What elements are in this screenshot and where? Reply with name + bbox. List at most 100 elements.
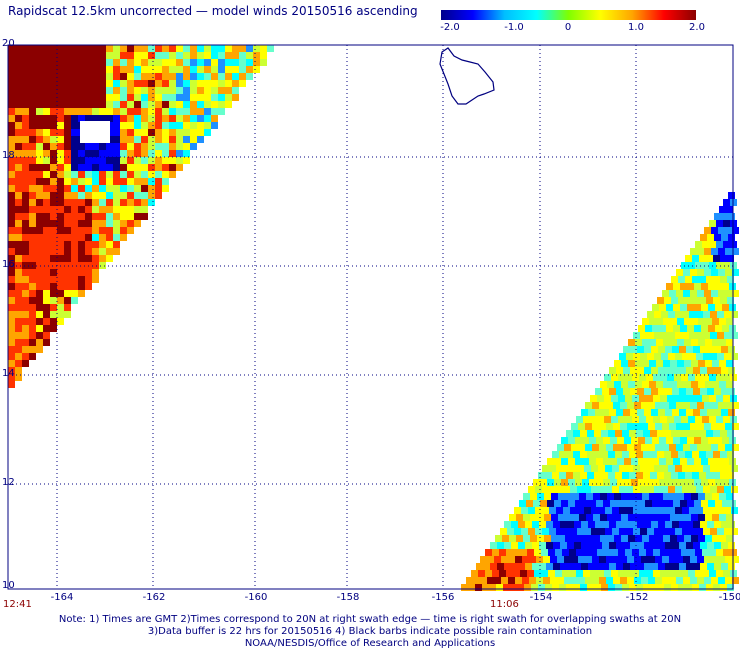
wind-cell bbox=[502, 535, 509, 542]
wind-cell bbox=[581, 542, 588, 549]
wind-cell bbox=[632, 395, 639, 402]
wind-cell bbox=[57, 157, 64, 164]
wind-cell bbox=[693, 521, 700, 528]
wind-cell bbox=[718, 402, 725, 409]
wind-cell bbox=[713, 451, 720, 458]
wind-cell bbox=[155, 164, 162, 171]
wind-cell bbox=[615, 472, 622, 479]
wind-cell bbox=[183, 108, 190, 115]
wind-cell bbox=[508, 577, 515, 584]
wind-cell bbox=[113, 171, 120, 178]
wind-cell bbox=[679, 542, 686, 549]
wind-cell bbox=[532, 521, 539, 528]
wind-cell bbox=[92, 66, 99, 73]
wind-cell bbox=[204, 108, 211, 115]
wind-cell bbox=[702, 262, 709, 269]
wind-cell bbox=[525, 563, 532, 570]
wind-cell bbox=[134, 192, 141, 199]
wind-cell bbox=[8, 213, 15, 220]
wind-cell bbox=[509, 514, 516, 521]
wind-cell bbox=[718, 227, 725, 234]
wind-cell bbox=[225, 59, 232, 66]
wind-cell bbox=[64, 157, 71, 164]
wind-cell bbox=[649, 535, 656, 542]
wind-cell bbox=[36, 143, 43, 150]
wind-cell bbox=[575, 458, 582, 465]
wind-cell bbox=[570, 528, 577, 535]
wind-cell bbox=[218, 59, 225, 66]
wind-cell bbox=[539, 542, 546, 549]
wind-cell bbox=[571, 556, 578, 563]
wind-cell bbox=[685, 584, 692, 591]
wind-cell bbox=[708, 458, 715, 465]
wind-cell bbox=[655, 423, 662, 430]
wind-cell bbox=[708, 500, 715, 507]
wind-cell bbox=[36, 241, 43, 248]
wind-cell bbox=[141, 115, 148, 122]
wind-cell bbox=[22, 171, 29, 178]
wind-cell bbox=[666, 304, 673, 311]
wind-cell bbox=[622, 430, 629, 437]
wind-cell bbox=[719, 381, 726, 388]
wind-cell bbox=[621, 381, 628, 388]
wind-cell bbox=[71, 164, 78, 171]
wind-cell bbox=[57, 59, 64, 66]
wind-cell bbox=[692, 451, 699, 458]
wind-cell bbox=[36, 73, 43, 80]
wind-cell bbox=[134, 213, 141, 220]
wind-cell bbox=[120, 52, 127, 59]
wind-cell bbox=[225, 52, 232, 59]
wind-cell bbox=[36, 206, 43, 213]
wind-cell bbox=[528, 486, 535, 493]
wind-cell bbox=[601, 430, 608, 437]
wind-cell bbox=[702, 549, 709, 556]
wind-cell bbox=[485, 549, 492, 556]
wind-cell bbox=[8, 290, 15, 297]
wind-cell bbox=[640, 353, 647, 360]
wind-cell bbox=[36, 164, 43, 171]
wind-cell bbox=[176, 150, 183, 157]
wind-cell bbox=[691, 360, 698, 367]
wind-cell bbox=[15, 52, 22, 59]
wind-cell bbox=[57, 199, 64, 206]
wind-cell bbox=[647, 465, 654, 472]
wind-cell bbox=[239, 59, 246, 66]
wind-cell bbox=[594, 451, 601, 458]
wind-cell bbox=[732, 423, 739, 430]
wind-cell bbox=[679, 346, 686, 353]
wind-cell bbox=[99, 213, 106, 220]
wind-cell bbox=[710, 311, 717, 318]
wind-cell bbox=[113, 157, 120, 164]
wind-cell bbox=[609, 388, 616, 395]
wind-cell bbox=[29, 213, 36, 220]
wind-cell bbox=[57, 66, 64, 73]
wind-cell bbox=[587, 472, 594, 479]
wind-cell bbox=[15, 360, 22, 367]
wind-cell bbox=[622, 451, 629, 458]
wind-cell bbox=[57, 87, 64, 94]
wind-cell bbox=[617, 437, 624, 444]
wind-cell bbox=[99, 248, 106, 255]
wind-cell bbox=[525, 521, 532, 528]
wind-cell bbox=[232, 87, 239, 94]
wind-cell bbox=[609, 521, 616, 528]
wind-cell bbox=[656, 318, 663, 325]
wind-cell bbox=[547, 500, 554, 507]
wind-cell bbox=[43, 213, 50, 220]
wind-cell bbox=[606, 556, 613, 563]
wind-cell bbox=[545, 472, 552, 479]
wind-cell bbox=[197, 136, 204, 143]
wind-cell bbox=[473, 577, 480, 584]
wind-cell bbox=[43, 136, 50, 143]
wind-cell bbox=[720, 451, 727, 458]
wind-cell bbox=[57, 136, 64, 143]
wind-cell bbox=[176, 101, 183, 108]
wind-cell bbox=[490, 542, 497, 549]
wind-cell bbox=[701, 304, 708, 311]
wind-cell bbox=[22, 192, 29, 199]
wind-cell bbox=[495, 535, 502, 542]
wind-cell bbox=[592, 402, 599, 409]
wind-cell bbox=[99, 241, 106, 248]
wind-cell bbox=[64, 283, 71, 290]
wind-cell bbox=[148, 150, 155, 157]
